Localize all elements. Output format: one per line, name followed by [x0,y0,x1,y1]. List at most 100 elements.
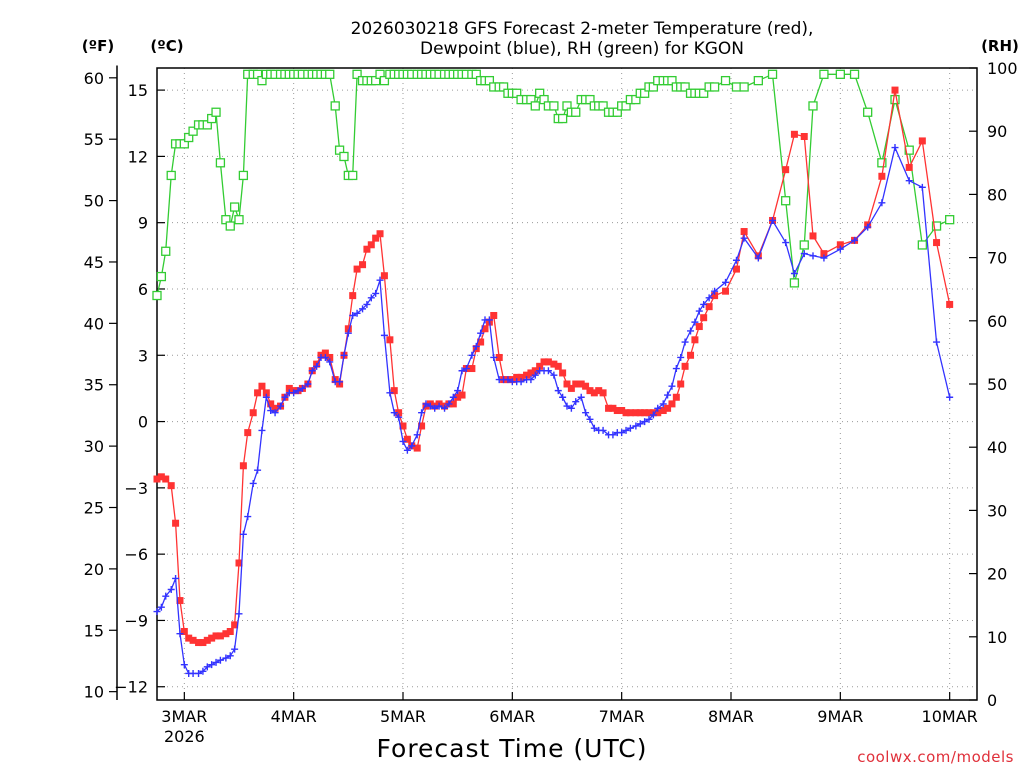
chart-title-line1: 2026030218 GFS Forecast 2-meter Temperat… [351,19,814,39]
temperature-point [933,239,941,247]
dewpoint-point [695,307,703,315]
temperature-point [157,473,165,481]
dewpoint-point [203,663,211,671]
credit-link[interactable]: coolwx.com/models [857,748,1014,766]
dewpoint-point [153,608,161,616]
f-tick-label: 25 [84,499,104,518]
gridlines [157,68,977,700]
dewpoint-point [550,371,558,379]
temperature-point [605,404,613,412]
rh-tick-label: 30 [987,501,1007,520]
temperature-point [386,336,394,344]
temperature-point [285,384,293,392]
dewpoint-point [167,586,175,594]
temperature-point [664,404,672,412]
dewpoint-point [222,654,230,662]
rh-tick-label: 90 [987,122,1007,141]
rh-point [917,240,927,250]
dewpoint-point [195,669,203,677]
dewpoint-point [517,378,525,386]
temperature-point [554,362,562,370]
rh-point [863,107,873,117]
x-tick-label: 5MAR [380,707,426,726]
temperature-point [563,380,571,388]
temperature-point [782,166,790,174]
temperature-point [495,353,503,361]
dewpoint-point [180,661,188,669]
rh-point [330,101,340,111]
dewpoint-point [162,592,170,600]
temperature-point [235,559,243,567]
temperature-point [572,380,580,388]
rh-point [808,101,818,111]
c-tick-label: −9 [124,611,148,630]
dewpoint-point [878,199,886,207]
rh-point [931,221,942,231]
c-tick-label: 6 [138,280,148,299]
rh-point [731,82,742,92]
dewpoint-point [563,402,571,410]
temperature-point [681,362,689,370]
temperature-point [449,400,457,408]
dewpoint-point [645,415,653,423]
temperature-point [790,130,798,138]
f-tick-label: 50 [84,192,104,211]
rh-tick-label: 10 [987,628,1007,647]
temperature-point [595,387,603,395]
f-tick-label: 55 [84,130,104,149]
c-tick-label: −12 [114,678,148,697]
dewpoint-point [231,645,239,653]
temperature-point [216,632,224,640]
dewpoint-point [395,413,403,421]
dewpoint-point [376,276,384,284]
rh-point [352,69,362,79]
dewpoint-point [891,144,899,152]
temperature-point [403,435,411,443]
dewpoint-point [208,661,216,669]
dewpoint-point [622,426,630,434]
rh-point [849,69,860,79]
dewpoint-point [609,431,617,439]
f-tick-label: 40 [84,314,104,333]
temperature-point [239,462,247,470]
temperature-point [695,323,703,331]
rh-point [835,69,845,79]
temperature-point [454,393,462,401]
dewpoint-point [298,384,306,392]
temperature-point [271,404,279,412]
rh-point [225,221,235,231]
temperature-point [349,292,357,300]
dewpoint-point [294,387,302,395]
dewpoint-point [403,446,411,454]
dewpoint-point [754,254,762,262]
rh-point [877,158,887,168]
dewpoint-point [321,353,329,361]
dewpoint-point [277,402,285,410]
temperature-point [659,407,667,415]
rh-axis-unit: (RH) [981,37,1019,55]
temperature-point [700,314,708,322]
temperature-point [244,429,252,437]
dewpoint-point [641,418,649,426]
dewpoint-point [468,351,476,359]
rh-point [325,69,335,79]
dewpoint-point [790,270,798,278]
temperature-point [567,384,575,392]
temperature-point [618,407,626,415]
dewpoint-point [235,610,243,618]
dewpoint-point [705,294,713,302]
temperature-point [231,621,239,629]
temperature-point [918,137,926,145]
rh-point [789,278,800,288]
x-tick-label: 6MAR [489,707,535,726]
temperature-point [626,409,634,417]
x-tick-label: 4MAR [271,707,317,726]
dewpoint-point [435,402,443,410]
x-tick-label: 9MAR [817,707,863,726]
temperature-point [668,400,676,408]
dewpoint-point [618,429,626,437]
temperature-point [523,371,531,379]
dewpoint-point [649,411,657,419]
f-tick-label: 10 [84,683,104,702]
temperature-point [477,338,485,346]
